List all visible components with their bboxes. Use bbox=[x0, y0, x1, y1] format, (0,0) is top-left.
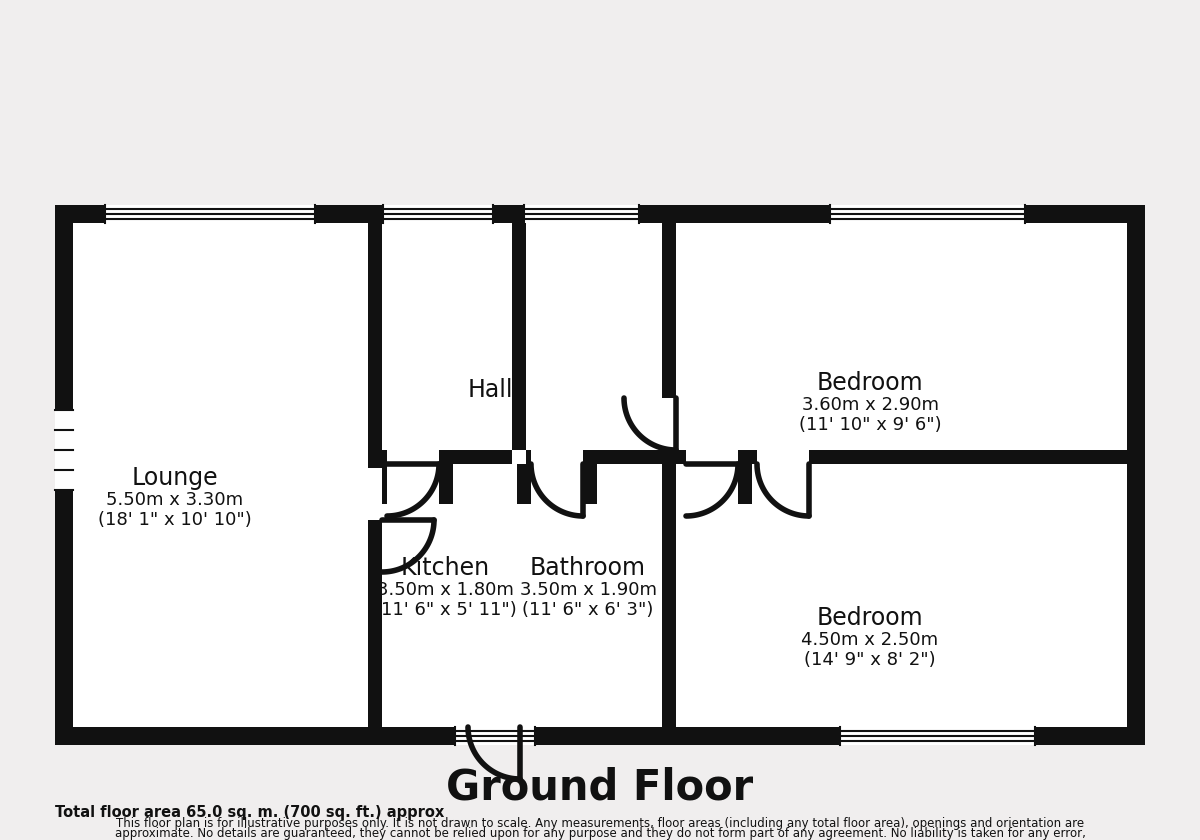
Text: (11' 10" x 9' 6"): (11' 10" x 9' 6") bbox=[799, 416, 941, 434]
Bar bbox=[662, 205, 676, 727]
Text: Hall: Hall bbox=[467, 378, 512, 402]
Text: (18' 1" x 10' 10"): (18' 1" x 10' 10") bbox=[98, 511, 252, 529]
Bar bbox=[368, 205, 382, 727]
Bar bbox=[106, 205, 314, 223]
Text: Lounge: Lounge bbox=[132, 466, 218, 490]
Bar bbox=[368, 468, 382, 520]
Bar bbox=[830, 205, 1025, 223]
Bar bbox=[738, 464, 752, 504]
Text: Bathroom: Bathroom bbox=[530, 556, 646, 580]
Bar bbox=[840, 727, 1034, 745]
Bar bbox=[662, 398, 676, 450]
Text: (11' 6" x 5' 11"): (11' 6" x 5' 11") bbox=[373, 601, 516, 619]
Bar bbox=[386, 450, 439, 464]
Bar bbox=[686, 450, 738, 464]
Text: 3.50m x 1.80m: 3.50m x 1.80m bbox=[377, 581, 514, 599]
Text: 3.60m x 2.90m: 3.60m x 2.90m bbox=[802, 396, 938, 414]
Bar bbox=[526, 450, 662, 464]
Text: This floor plan is for illustrative purposes only. It is not drawn to scale. Any: This floor plan is for illustrative purp… bbox=[116, 817, 1084, 831]
Text: Ground Floor: Ground Floor bbox=[446, 767, 754, 809]
Bar bbox=[1127, 205, 1145, 745]
Text: Kitchen: Kitchen bbox=[401, 556, 490, 580]
Bar bbox=[373, 464, 386, 504]
Text: (11' 6" x 6' 3"): (11' 6" x 6' 3") bbox=[522, 601, 654, 619]
Bar bbox=[55, 205, 1145, 223]
Text: 5.50m x 3.30m: 5.50m x 3.30m bbox=[107, 491, 244, 509]
Bar bbox=[517, 464, 530, 504]
Bar bbox=[455, 727, 535, 745]
Bar bbox=[583, 464, 598, 504]
Text: Bedroom: Bedroom bbox=[817, 371, 923, 395]
Bar bbox=[383, 205, 493, 223]
Bar bbox=[55, 727, 1145, 745]
Text: Bedroom: Bedroom bbox=[817, 606, 923, 630]
Bar bbox=[439, 464, 454, 504]
Bar bbox=[512, 223, 526, 450]
Bar bbox=[524, 205, 640, 223]
Text: Total floor area 65.0 sq. m. (700 sq. ft.) approx: Total floor area 65.0 sq. m. (700 sq. ft… bbox=[55, 805, 444, 820]
Text: approximate. No details are guaranteed, they cannot be relied upon for any purpo: approximate. No details are guaranteed, … bbox=[114, 827, 1086, 839]
Bar bbox=[55, 205, 1145, 745]
Text: 4.50m x 2.50m: 4.50m x 2.50m bbox=[802, 631, 938, 649]
Bar bbox=[757, 450, 809, 464]
Bar bbox=[382, 450, 512, 464]
Bar bbox=[676, 450, 1127, 464]
Text: (14' 9" x 8' 2"): (14' 9" x 8' 2") bbox=[804, 651, 936, 669]
Text: 3.50m x 1.90m: 3.50m x 1.90m bbox=[520, 581, 656, 599]
Bar bbox=[530, 450, 583, 464]
Bar bbox=[55, 205, 73, 745]
Bar bbox=[55, 410, 73, 490]
Bar bbox=[468, 727, 520, 745]
